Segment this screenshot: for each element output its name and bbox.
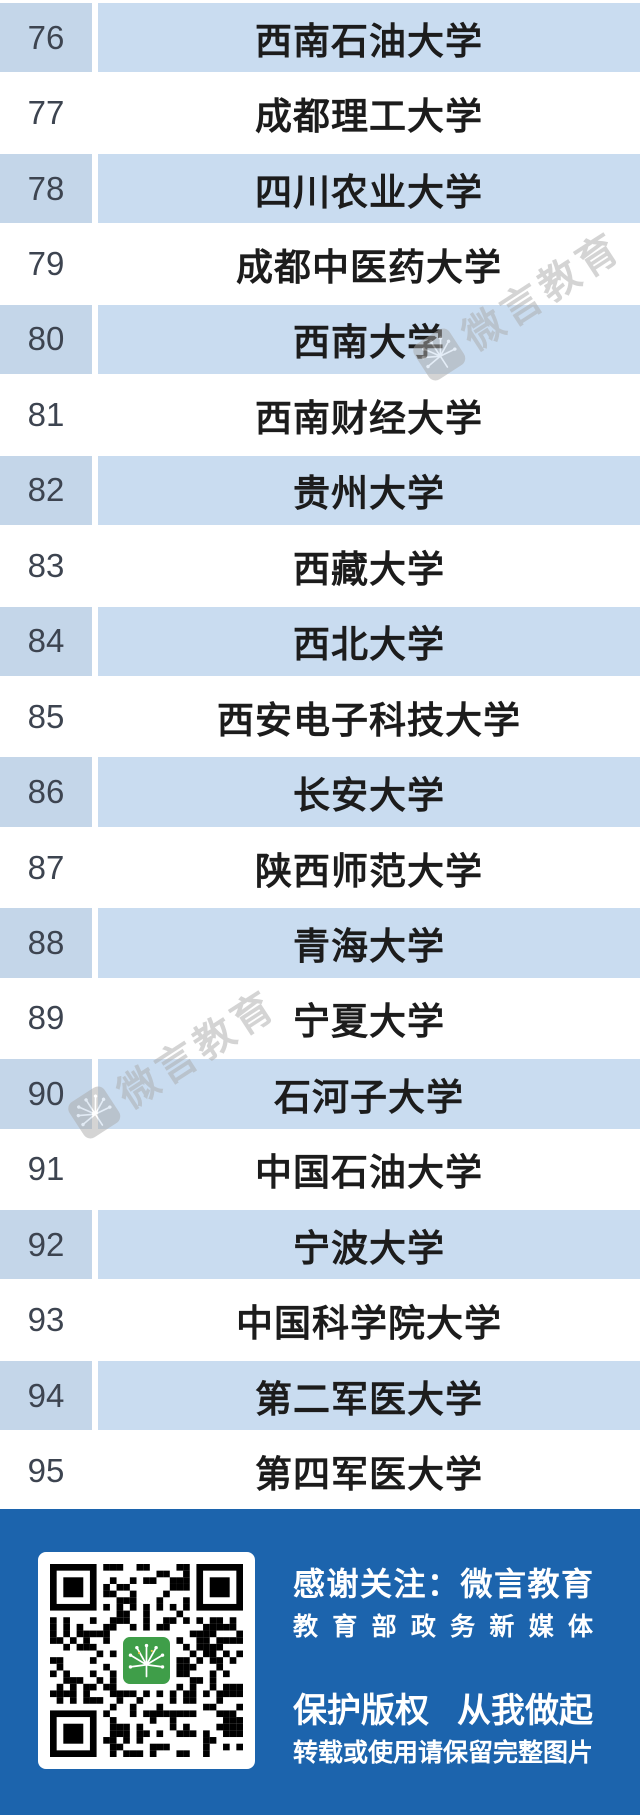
column-divider bbox=[92, 455, 98, 526]
column-divider bbox=[92, 153, 98, 224]
column-divider bbox=[92, 1360, 98, 1431]
university-cell: 成都理工大学 bbox=[255, 96, 483, 138]
column-divider bbox=[92, 606, 98, 676]
rank-cell: 90 bbox=[0, 1059, 92, 1129]
university-cell: 贵州大学 bbox=[98, 455, 640, 526]
footer-banner: 感谢关注：微言教育 教育部政务新媒体 保护版权 从我做起 转载或使用请保留完整图… bbox=[0, 1509, 640, 1815]
table-row: 89 宁夏大学 bbox=[0, 980, 640, 1057]
footer-text-block: 感谢关注：微言教育 教育部政务新媒体 保护版权 从我做起 转载或使用请保留完整图… bbox=[293, 1509, 593, 1815]
table-row: 78 四川农业大学 bbox=[0, 150, 640, 227]
rank-cell: 92 bbox=[0, 1210, 92, 1280]
column-divider bbox=[92, 304, 98, 375]
column-divider bbox=[92, 3, 98, 73]
university-cell: 西藏大学 bbox=[293, 548, 445, 590]
university-cell: 长安大学 bbox=[98, 757, 640, 827]
table-row: 81 西南财经大学 bbox=[0, 377, 640, 453]
qr-code bbox=[38, 1552, 255, 1769]
table-row: 83 西藏大学 bbox=[0, 528, 640, 604]
university-cell: 西南财经大学 bbox=[255, 397, 483, 439]
rank-cell: 89 bbox=[27, 999, 65, 1037]
university-cell: 西南石油大学 bbox=[98, 3, 640, 73]
rank-cell: 79 bbox=[27, 245, 65, 283]
rank-cell: 85 bbox=[27, 697, 65, 735]
table-row: 84 西北大学 bbox=[0, 603, 640, 679]
university-cell: 中国石油大学 bbox=[255, 1152, 483, 1194]
university-cell: 西北大学 bbox=[98, 606, 640, 676]
footer-subtitle-line: 教育部政务新媒体 bbox=[293, 1613, 593, 1641]
footer-copyright-left: 保护版权 bbox=[293, 1692, 429, 1730]
footer-copyright-line: 保护版权 从我做起 bbox=[293, 1683, 593, 1732]
rank-cell: 76 bbox=[0, 3, 92, 73]
university-cell: 四川农业大学 bbox=[98, 153, 640, 224]
university-cell: 第二军医大学 bbox=[98, 1360, 640, 1431]
table-row: 90 石河子大学 bbox=[0, 1056, 640, 1132]
footer-copyright-right: 从我做起 bbox=[457, 1692, 593, 1730]
column-divider bbox=[92, 908, 98, 978]
rank-cell: 81 bbox=[27, 395, 65, 433]
rank-cell: 88 bbox=[0, 908, 92, 978]
university-cell: 青海大学 bbox=[98, 908, 640, 978]
rank-cell: 83 bbox=[27, 546, 65, 584]
university-cell: 西南大学 bbox=[98, 304, 640, 375]
qr-center-logo bbox=[120, 1634, 173, 1687]
table-row: 93 中国科学院大学 bbox=[0, 1282, 640, 1358]
table-row: 86 长安大学 bbox=[0, 754, 640, 830]
table-row: 80 西南大学 bbox=[0, 301, 640, 378]
column-divider bbox=[92, 757, 98, 827]
rank-cell: 82 bbox=[0, 455, 92, 526]
university-cell: 第四军医大学 bbox=[255, 1454, 483, 1496]
rank-cell: 86 bbox=[0, 757, 92, 827]
table-row: 76 西南石油大学 bbox=[0, 0, 640, 76]
table-row: 87 陕西师范大学 bbox=[0, 829, 640, 906]
rank-cell: 94 bbox=[0, 1360, 92, 1431]
university-cell: 石河子大学 bbox=[98, 1059, 640, 1129]
university-cell: 陕西师范大学 bbox=[255, 850, 483, 892]
rank-cell: 95 bbox=[27, 1452, 65, 1490]
rank-cell: 91 bbox=[27, 1150, 65, 1188]
table-row: 92 宁波大学 bbox=[0, 1207, 640, 1283]
table-row: 94 第二军医大学 bbox=[0, 1357, 640, 1434]
column-divider bbox=[92, 1210, 98, 1280]
table-row: 77 成都理工大学 bbox=[0, 75, 640, 151]
footer-thanks-line: 感谢关注：微言教育 bbox=[293, 1566, 593, 1602]
rank-cell: 87 bbox=[27, 848, 65, 886]
university-cell: 宁夏大学 bbox=[293, 1001, 445, 1043]
rank-cell: 93 bbox=[27, 1301, 65, 1339]
university-table: 76 西南石油大学 77 成都理工大学 78 四川农业大学 79 成都中医药大学 80 西南大学 8… bbox=[0, 0, 640, 1509]
table-row: 85 西安电子科技大学 bbox=[0, 678, 640, 755]
rank-cell: 80 bbox=[0, 304, 92, 375]
table-row: 91 中国石油大学 bbox=[0, 1131, 640, 1207]
table-row: 95 第四军医大学 bbox=[0, 1433, 640, 1509]
rank-cell: 77 bbox=[27, 94, 65, 132]
table-row: 88 青海大学 bbox=[0, 905, 640, 981]
university-cell: 宁波大学 bbox=[98, 1210, 640, 1280]
table-row: 79 成都中医药大学 bbox=[0, 226, 640, 302]
rank-cell: 84 bbox=[0, 606, 92, 676]
rank-cell: 78 bbox=[0, 153, 92, 224]
university-cell: 成都中医药大学 bbox=[236, 247, 502, 289]
footer-notice-line: 转载或使用请保留完整图片 bbox=[293, 1739, 594, 1767]
table-row: 82 贵州大学 bbox=[0, 452, 640, 529]
university-cell: 西安电子科技大学 bbox=[217, 699, 521, 741]
university-cell: 中国科学院大学 bbox=[236, 1303, 502, 1345]
